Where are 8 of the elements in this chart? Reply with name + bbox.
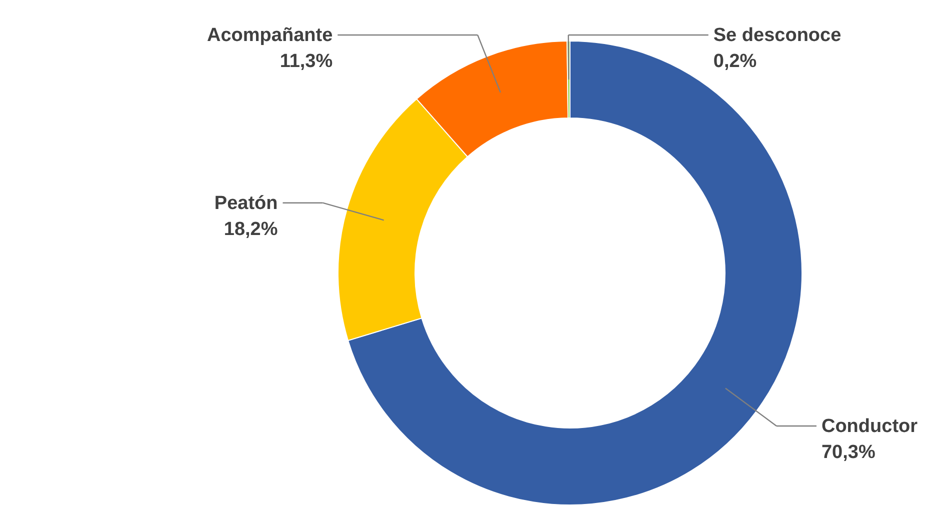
data-label: 11,3% [280,51,333,72]
slice-label: Se desconoce [713,25,842,46]
slice-label: Acompañante [207,25,333,46]
data-label: 0,2% [713,51,757,72]
data-label: 18,2% [224,218,278,240]
slice-label: Conductor [821,416,918,438]
slice-label: Peatón [214,192,278,214]
data-label: 70,3% [821,442,876,464]
